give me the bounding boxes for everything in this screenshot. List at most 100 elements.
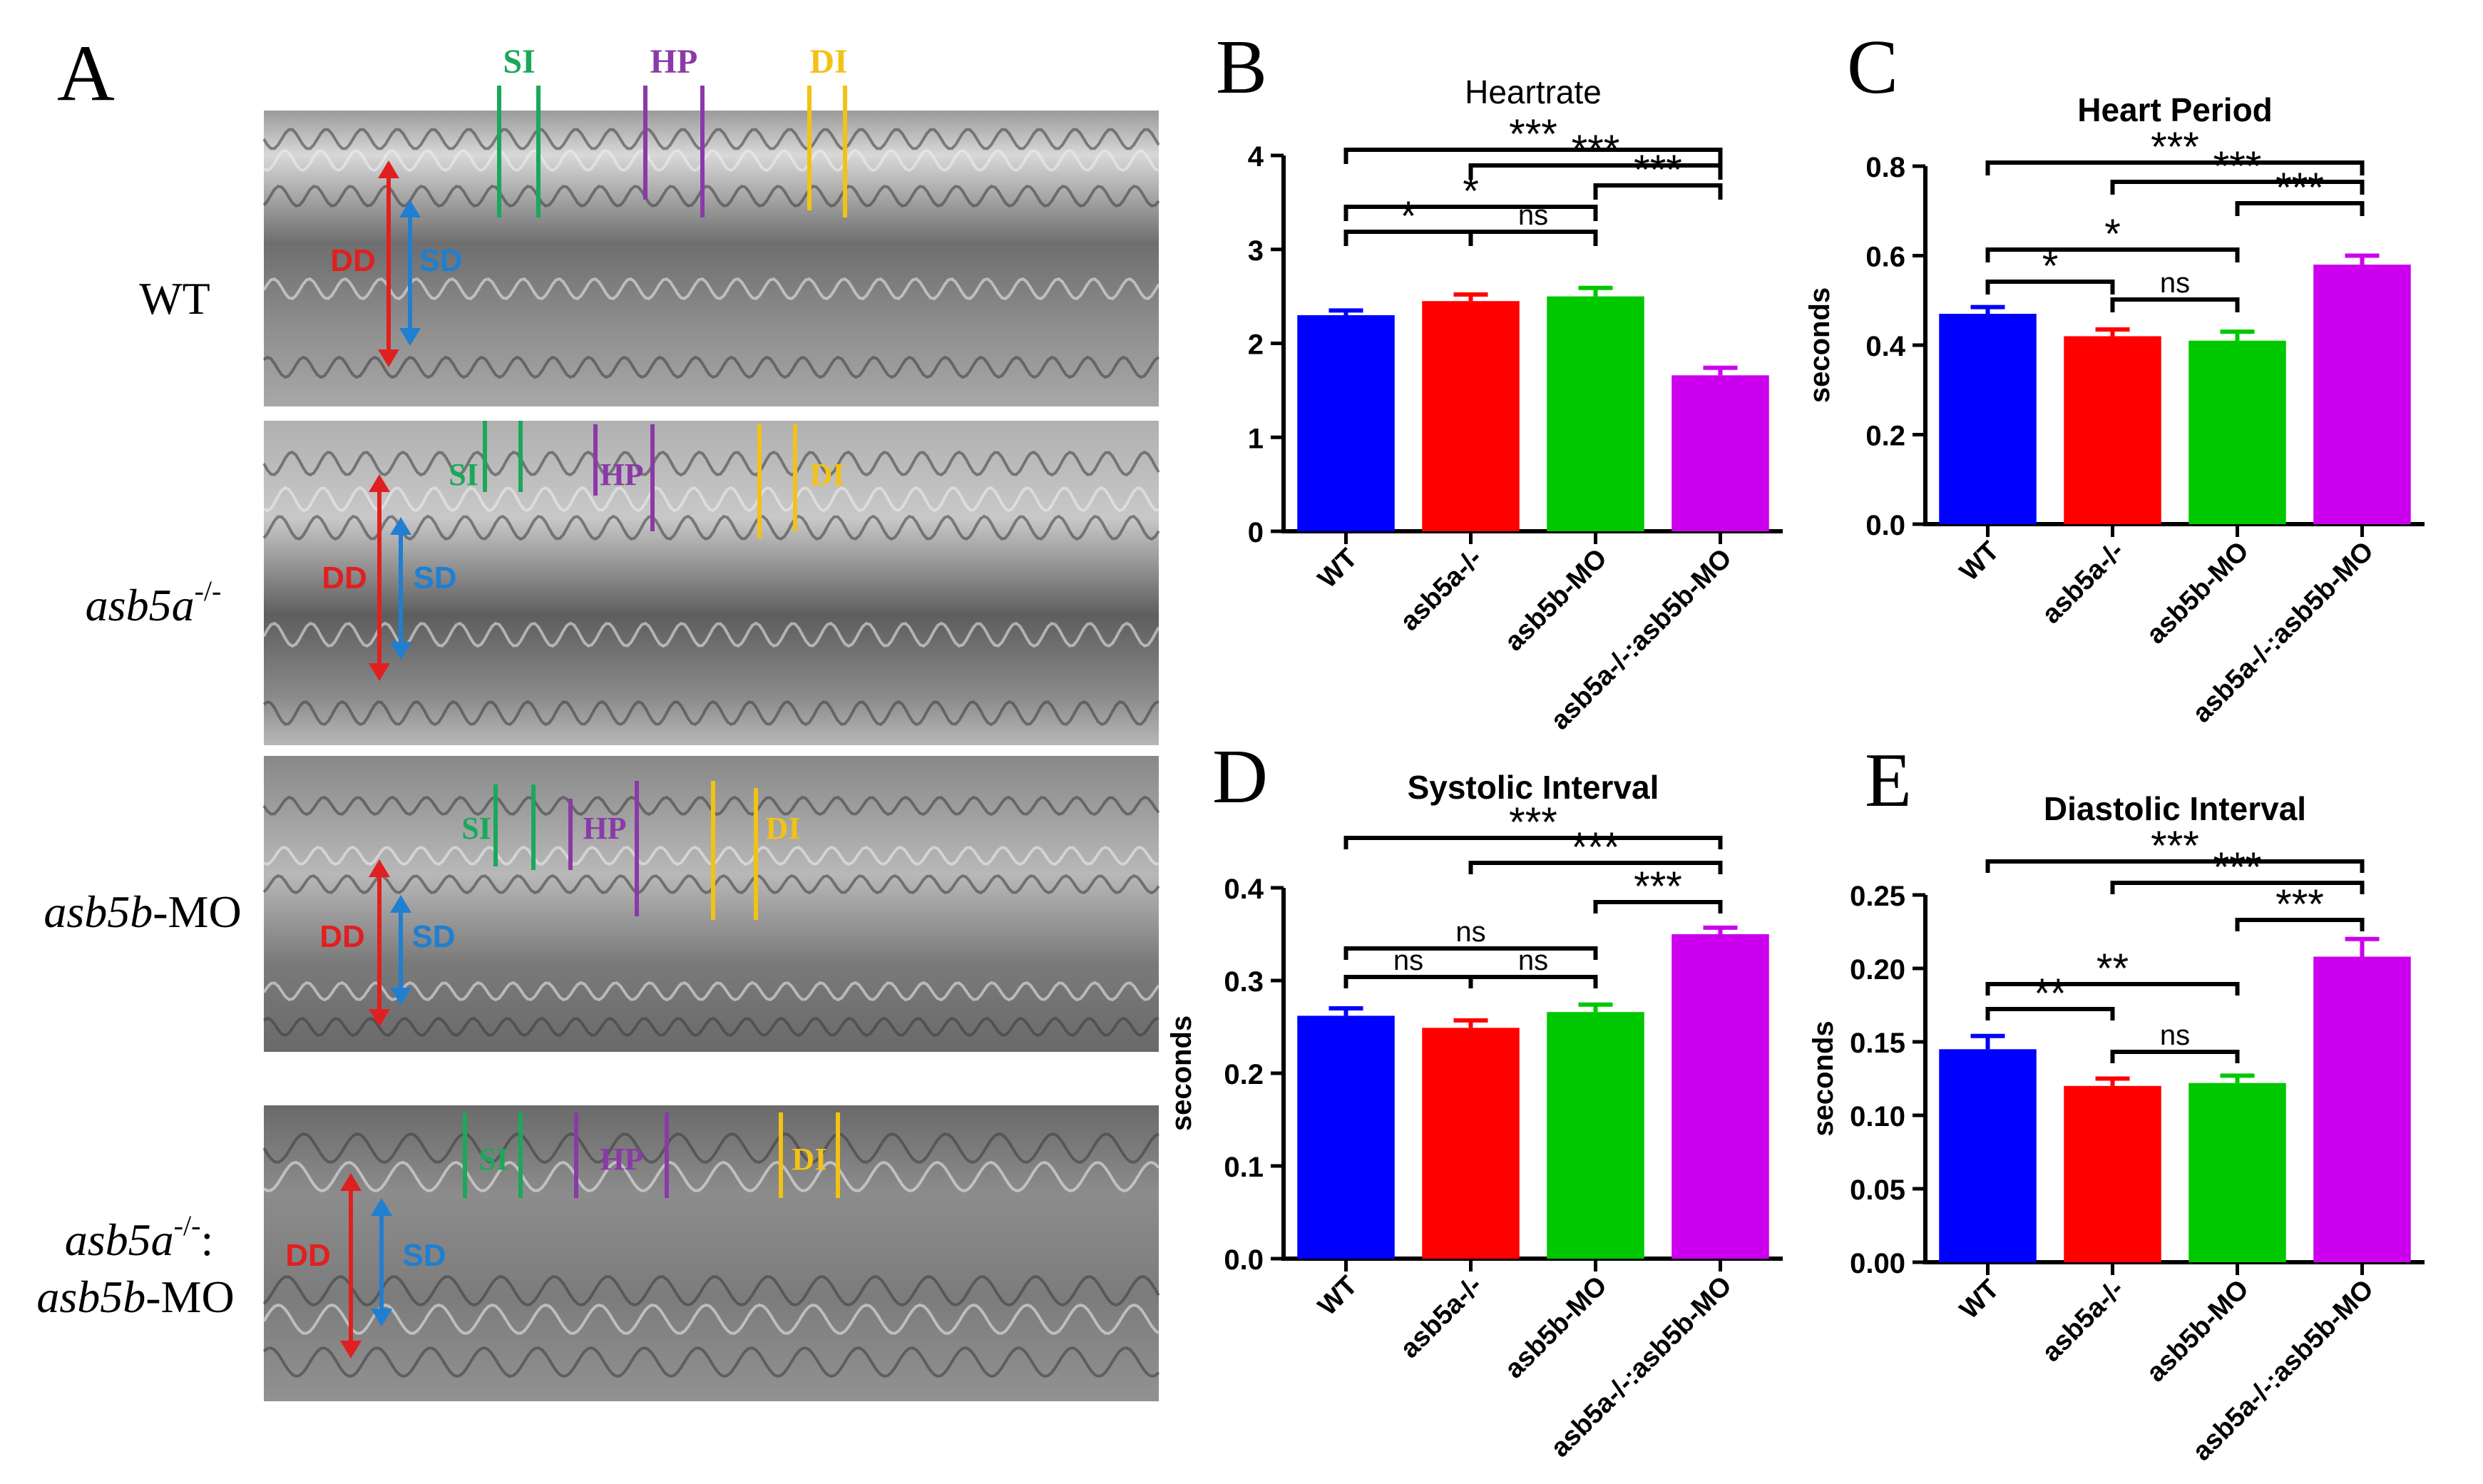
bar-WT [1297,314,1395,531]
row-label-asb5a: asb5a-/- [86,575,222,630]
kymograph-band [262,128,1160,150]
significance-bracket [1468,163,1723,180]
kymograph-band [262,1303,1160,1335]
bar-asb5a-/- [2064,336,2161,524]
significance-bracket [1343,148,1723,164]
significance-label: *** [2213,143,2262,190]
chart-title: Diastolic Interval [2044,790,2306,827]
significance-label: ** [2034,971,2066,1017]
significance-label: ** [2097,946,2129,992]
y-tick-label: 0.25 [1850,881,1905,912]
y-tick-label: 0.4 [1865,331,1905,362]
markers-asb5b-mo: SI HP DI DD SD [319,781,800,1027]
x-tick-label: asb5b-MO [2141,1274,2255,1388]
y-axis-label: seconds [1808,1020,1839,1136]
significance-bracket [1468,230,1598,246]
significance-bracket [1985,982,2240,996]
y-tick-label: 0.0 [1224,1244,1264,1276]
row-label-asb5b-mo: asb5b-MO [43,886,241,937]
markers-double: SI HP DI DD SD [285,1112,840,1358]
bar-asb5a-/-:asb5b-MO [1671,375,1769,531]
bar-WT [1939,314,2037,524]
significance-label: *** [2213,844,2262,891]
kymograph-asb5a [264,421,1159,745]
y-tick-label: 0.6 [1865,242,1905,273]
marker-sd-asb5a: SD [413,561,456,595]
significance-bracket [1985,247,2240,262]
bar-asb5a-/-:asb5b-MO [2313,956,2411,1262]
significance-bracket [1468,975,1598,988]
significance-bracket [2110,297,2240,312]
kymograph-band [262,1346,1160,1378]
significance-bracket [1343,205,1598,221]
significance-bracket [1985,1007,2115,1020]
kymograph-band [262,621,1160,648]
y-tick-label: 0.8 [1865,152,1905,183]
y-tick-label: 0.4 [1224,874,1264,905]
bar-asb5b-MO [1547,296,1644,531]
x-tick-label: WT [1954,1274,2005,1325]
significance-label: *** [1509,111,1557,158]
x-tick-label: asb5a-/- [1395,543,1488,637]
marker-si-asb5a: SI [449,457,478,492]
marker-hp-asb5a: HP [600,457,643,492]
bar-asb5a-/-:asb5b-MO [1671,934,1769,1259]
marker-si-wt: SI [503,43,535,81]
significance-bracket [1985,859,2365,873]
marker-dd-asb5b: DD [319,919,365,954]
significance-bracket [1343,946,1598,960]
marker-di-asb5b: DI [766,811,801,846]
y-tick-label: 0.1 [1224,1152,1264,1183]
significance-label: ns [1455,916,1485,948]
marker-hp-double: HP [600,1142,643,1177]
marker-di-double: DI [792,1142,827,1177]
marker-sd-double: SD [402,1238,446,1273]
chart-systolic-interval: D Systolic Interval 0.0 0.1 0.2 0.3 0.4 seconds… [1166,735,1783,1463]
kymograph-band [262,1160,1160,1192]
marker-dd-wt: DD [330,243,376,278]
panel-letter-b: B [1216,25,1267,110]
bar-WT [1297,1015,1395,1259]
significance-label: *** [2275,165,2324,211]
y-tick-label: 0.2 [1224,1059,1264,1090]
y-tick-label: 3 [1248,235,1264,267]
significance-bracket [1343,975,1473,988]
y-tick-label: 0.05 [1850,1175,1905,1206]
significance-label: ns [2160,1020,2190,1051]
significance-bracket [1593,900,1723,914]
marker-si-double: SI [478,1142,508,1177]
significance-bracket [2110,881,2365,894]
x-tick-label: asb5a-/- [2037,1274,2130,1368]
marker-hp-wt: HP [650,43,698,81]
significance-bracket [2110,180,2365,195]
kymograph-band [262,981,1160,1002]
kymograph-band [262,450,1160,477]
significance-bracket [1593,183,1723,200]
significance-label: *** [2151,124,2199,170]
significance-bracket [1985,160,2365,175]
y-axis-label: seconds [1166,1015,1197,1131]
significance-label: *** [1572,824,1620,871]
significance-label: * [2042,243,2059,290]
y-tick-label: 0.0 [1865,510,1905,541]
significance-bracket [2110,1050,2240,1063]
panel-a: A WT asb5a-/- asb5b-MO asb5a-/-: asb5b-M… [36,29,1160,1401]
marker-sd-asb5b: SD [411,919,455,954]
kymograph-double [264,1105,1159,1401]
panel-letter-e: E [1865,738,1912,823]
marker-di-wt: DI [809,43,847,81]
significance-bracket [1343,836,1723,849]
kymograph-band [262,185,1160,208]
markers-wt: SI HP DI DD SD [330,43,848,367]
x-tick-label: WT [1312,1271,1363,1321]
significance-bracket [1985,280,2115,295]
y-tick-label: 0 [1248,517,1264,548]
significance-label: *** [2275,881,2324,928]
kymograph-band [262,1132,1159,1164]
x-tick-label: asb5b-MO [1499,1271,1613,1385]
marker-si-asb5b: SI [461,811,491,846]
significance-label: *** [1509,799,1557,846]
markers-asb5a: SI HP DI DD SD [322,421,844,681]
